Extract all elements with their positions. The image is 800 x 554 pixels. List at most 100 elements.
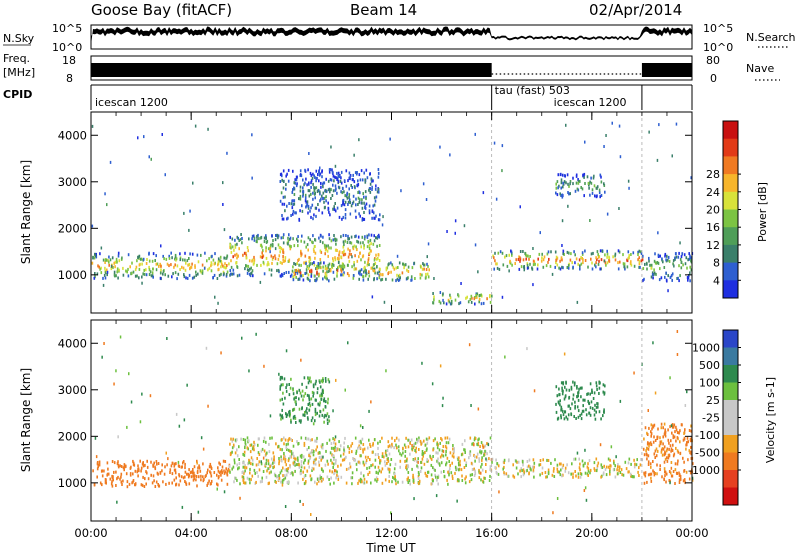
echo-cell xyxy=(568,251,570,255)
echo-cell xyxy=(171,275,173,279)
echo-cell xyxy=(269,245,272,249)
echo-cell xyxy=(669,425,671,429)
echo-cell xyxy=(579,472,582,475)
echo-cell xyxy=(172,272,174,276)
echo-scatter xyxy=(319,166,321,170)
echo-cell xyxy=(399,459,402,463)
echo-cell xyxy=(413,261,416,265)
echo-cell xyxy=(117,475,119,479)
echo-cell xyxy=(226,254,228,258)
echo-scatter xyxy=(285,349,288,353)
echo-cell xyxy=(385,449,387,453)
echo-cell xyxy=(302,274,304,277)
echo-cell xyxy=(581,257,583,260)
echo-cell xyxy=(418,472,420,476)
echo-scatter xyxy=(599,443,602,447)
echo-scatter xyxy=(91,224,94,228)
echo-cell xyxy=(125,269,127,273)
echo-scatter xyxy=(119,335,122,339)
echo-cell xyxy=(680,255,683,259)
echo-cell xyxy=(353,458,356,462)
echo-cell xyxy=(307,437,310,441)
echo-cell xyxy=(350,184,352,187)
echo-cell xyxy=(600,258,603,262)
echo-cell xyxy=(269,436,271,440)
echo-cell xyxy=(280,415,283,419)
echo-cell xyxy=(450,471,453,475)
echo-cell xyxy=(328,262,331,266)
echo-cell xyxy=(120,465,123,468)
echo-cell xyxy=(660,440,663,444)
echo-cell xyxy=(589,406,592,410)
echo-cell xyxy=(626,259,629,263)
echo-cell xyxy=(477,438,479,442)
echo-cell xyxy=(588,186,590,190)
echo-cell xyxy=(398,261,401,265)
echo-cell xyxy=(308,408,310,412)
echo-scatter xyxy=(690,176,692,180)
echo-cell xyxy=(283,202,286,206)
echo-cell xyxy=(411,278,413,282)
echo-cell xyxy=(105,478,107,482)
echo-scatter xyxy=(435,494,438,498)
echo-cell xyxy=(547,250,550,254)
echo-cell xyxy=(567,191,569,194)
echo-cell xyxy=(290,245,292,249)
echo-scatter xyxy=(561,219,564,223)
echo-cell xyxy=(457,458,459,461)
echo-cell xyxy=(324,245,326,249)
echo-cell xyxy=(650,423,653,427)
colorbar-tick-label: 25 xyxy=(706,394,720,407)
echo-cell xyxy=(236,265,239,269)
echo-cell xyxy=(331,453,333,457)
echo-cell xyxy=(329,178,332,182)
echo-cell xyxy=(564,469,567,473)
echo-cell xyxy=(610,464,612,468)
echo-cell xyxy=(195,478,197,482)
echo-cell xyxy=(300,469,302,472)
echo-cell xyxy=(651,273,654,277)
echo-cell xyxy=(340,264,343,268)
echo-cell xyxy=(296,271,299,275)
echo-cell xyxy=(303,376,306,380)
echo-cell xyxy=(261,479,263,483)
echo-cell xyxy=(399,452,401,456)
echo-cell xyxy=(289,465,291,469)
echo-cell xyxy=(320,455,323,459)
echo-cell xyxy=(334,256,336,260)
echo-cell xyxy=(581,409,584,413)
echo-cell xyxy=(340,454,342,458)
echo-cell xyxy=(407,276,409,280)
echo-cell xyxy=(333,481,335,485)
echo-cell xyxy=(262,254,265,258)
echo-cell xyxy=(359,461,361,465)
echo-scatter xyxy=(433,277,435,280)
echo-cell xyxy=(369,442,371,446)
echo-cell xyxy=(328,233,330,237)
echo-cell xyxy=(338,186,341,190)
echo-cell xyxy=(614,475,617,479)
echo-cell xyxy=(421,267,424,271)
echo-cell xyxy=(292,265,294,269)
echo-cell xyxy=(326,441,328,445)
echo-cell xyxy=(559,267,562,271)
echo-cell xyxy=(230,259,232,263)
echo-cell xyxy=(278,457,280,460)
echo-cell xyxy=(663,422,666,426)
echo-cell xyxy=(323,415,326,419)
echo-cell xyxy=(348,237,350,241)
echo-cell xyxy=(657,261,660,265)
echo-cell xyxy=(333,471,336,475)
echo-cell xyxy=(672,425,674,429)
echo-cell xyxy=(303,482,306,486)
echo-cell xyxy=(682,456,684,460)
echo-cell xyxy=(577,178,579,181)
echo-cell xyxy=(690,445,692,449)
echo-cell xyxy=(248,477,251,481)
echo-cell xyxy=(670,439,672,443)
echo-cell xyxy=(603,392,606,396)
echo-cell xyxy=(454,298,457,302)
echo-cell xyxy=(465,461,468,465)
echo-cell xyxy=(251,237,253,241)
echo-cell xyxy=(672,259,675,263)
